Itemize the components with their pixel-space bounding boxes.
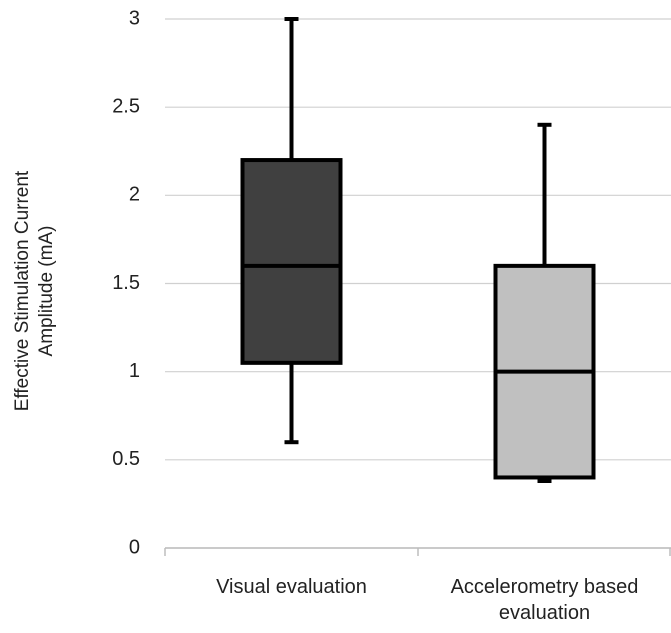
y-axis-label: Effective Stimulation Current Amplitude …: [12, 170, 57, 412]
y-tick-label: 2.5: [112, 95, 140, 117]
y-tick-label: 3: [129, 7, 140, 29]
x-tick-label: Visual evaluation: [216, 576, 367, 598]
box: [240, 158, 343, 365]
y-tick-label: 2: [129, 184, 140, 206]
y-tick-label: 0.5: [112, 448, 140, 470]
x-tick-label: Accelerometry based evaluation: [450, 576, 639, 624]
y-tick-label: 1: [129, 360, 140, 382]
y-tick-label: 1.5: [112, 272, 140, 294]
y-tick-label: 0: [129, 536, 140, 558]
